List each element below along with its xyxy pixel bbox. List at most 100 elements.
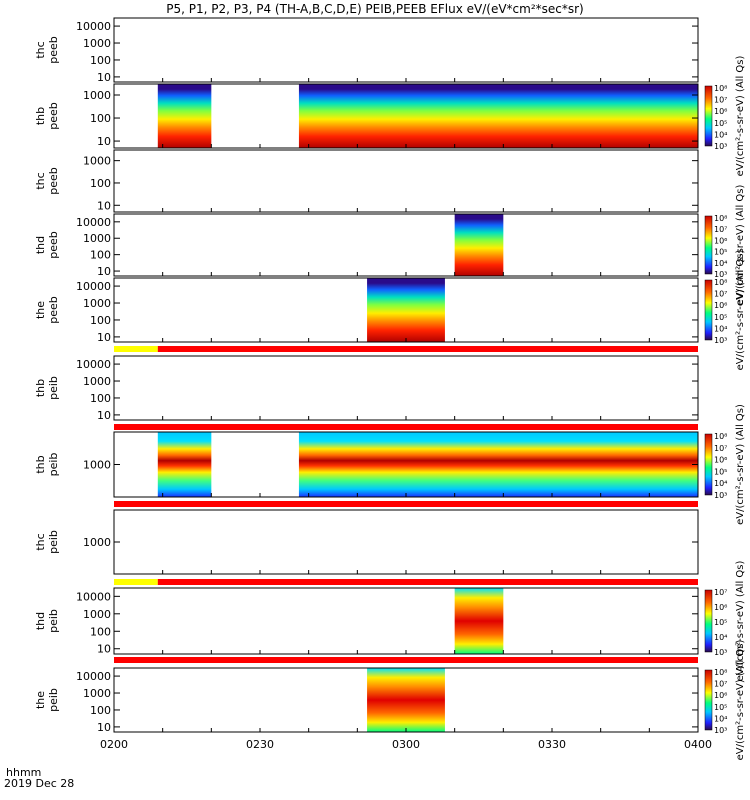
y-label-product: peib (47, 609, 60, 633)
panel-thb-peib: 1000 thb peib 10³ 10⁴ 10⁵ 10⁶ 10⁷ 10⁸ eV/(cm²-s-s… (34, 404, 746, 525)
y-label-probe: thc (34, 172, 47, 189)
spectrogram-data-block (454, 214, 504, 276)
colorbar-label: eV/(cm²-s-sr-eV) (All Qs) (735, 561, 746, 682)
y-label-product: peeb (47, 167, 60, 195)
spectrogram-data-block (157, 432, 212, 497)
chart-title: P5, P1, P2, P3, P4 (TH-A,B,C,D,E) PEIB,P… (166, 2, 584, 16)
y-tick-label: 10 (97, 331, 111, 344)
y-tick-label: 1000 (83, 536, 111, 549)
colorbar-tick-label: 10⁷ (714, 225, 727, 234)
y-label-probe: thb (34, 107, 47, 125)
x-tick-label: 0400 (684, 738, 712, 751)
y-tick-label: 10000 (76, 20, 111, 33)
spectrogram-data-block (454, 588, 504, 654)
panel-thb-peib: 10 100 1000 10000 thb peib (34, 355, 699, 422)
y-tick-label: 100 (90, 112, 111, 125)
y-tick-label: 10 (97, 643, 111, 656)
colorbar-tick-label: 10⁸ (714, 278, 727, 287)
panel-thd-peib: 10 100 1000 10000 thd peib 10³ 10⁴ 10⁵ 10⁶ 10⁷ eV/(… (34, 561, 746, 682)
colorbar (704, 433, 713, 496)
colorbar-tick-label: 10⁷ (714, 588, 727, 597)
colorbar-label: eV/(cm²-s-sr-eV) (All Qs) (735, 250, 746, 371)
colorbar-tick-label: 10³ (714, 270, 727, 279)
colorbar-tick-label: 10⁸ (714, 668, 727, 677)
colorbar-tick-label: 10⁶ (714, 603, 727, 612)
panel-frame (113, 17, 699, 83)
panel-the-peib: 10 100 1000 10000 the peib 10³ 10⁴ 10⁵ 10⁶ 10⁷ 10⁸ e… (34, 640, 746, 761)
colorbar-tick-label: 10⁸ (714, 84, 727, 93)
y-tick-label: 1000 (83, 37, 111, 50)
colorbar-tick-label: 10⁵ (714, 618, 727, 627)
y-tick-label: 10 (97, 135, 111, 148)
colorbar (704, 669, 713, 731)
colorbar-tick-label: 10⁴ (714, 714, 727, 723)
colorbar-tick-label: 10⁵ (714, 467, 727, 476)
panel-thc-peeb: 10 100 1000 10000 thc peeb (34, 17, 699, 84)
y-tick-label: 10 (97, 721, 111, 734)
colorbar-tick-label: 10³ (714, 726, 727, 735)
spectrogram-data-block (367, 278, 445, 342)
colorbar-tick-label: 10⁶ (714, 107, 727, 116)
y-label-product: peib (47, 530, 60, 554)
y-tick-label: 100 (90, 392, 111, 405)
colorbar-tick-label: 10⁴ (714, 479, 727, 488)
colorbar-tick-label: 10⁴ (714, 324, 727, 333)
x-axis-label-time: hhmm (6, 766, 42, 779)
y-tick-label: 1000 (83, 89, 111, 102)
colorbar (704, 589, 713, 653)
y-label-product: peeb (47, 36, 60, 64)
y-label-product: peeb (47, 296, 60, 324)
spectrogram-data-block (298, 432, 698, 497)
y-tick-label: 100 (90, 249, 111, 262)
colorbar-tick-label: 10³ (714, 142, 727, 151)
quality-flag-bar (114, 657, 698, 663)
y-tick-label: 100 (90, 54, 111, 67)
colorbar (704, 85, 713, 147)
y-tick-label: 10 (97, 265, 111, 278)
colorbar-tick-label: 10⁷ (714, 290, 727, 299)
y-tick-label: 10000 (76, 358, 111, 371)
y-tick-label: 1000 (83, 608, 111, 621)
colorbar-tick-label: 10⁶ (714, 456, 727, 465)
colorbar (704, 279, 713, 341)
y-tick-label: 10 (97, 199, 111, 212)
y-tick-label: 100 (90, 704, 111, 717)
panel-thc-peib: 1000 thc peib (34, 509, 699, 575)
quality-flag-bar (114, 579, 158, 585)
y-label-probe: thc (34, 533, 47, 550)
y-tick-label: 10000 (76, 670, 111, 683)
colorbar-tick-label: 10⁴ (714, 633, 727, 642)
y-tick-label: 100 (90, 314, 111, 327)
y-label-probe: thc (34, 41, 47, 58)
x-tick-label: 0230 (246, 738, 274, 751)
colorbar-tick-label: 10⁸ (714, 214, 727, 223)
y-tick-label: 10000 (76, 280, 111, 293)
colorbar-tick-label: 10⁵ (714, 248, 727, 257)
colorbar-tick-label: 10³ (714, 648, 727, 657)
y-tick-label: 10 (97, 409, 111, 422)
quality-flag-bar (157, 579, 699, 585)
colorbar-tick-label: 10⁸ (714, 432, 727, 441)
y-tick-label: 100 (90, 625, 111, 638)
colorbar (704, 215, 713, 275)
colorbar-tick-label: 10⁶ (714, 691, 727, 700)
quality-flag-bar (157, 346, 699, 352)
colorbar-tick-label: 10⁶ (714, 236, 727, 245)
y-label-probe: thb (34, 455, 47, 473)
colorbar-tick-label: 10⁶ (714, 301, 727, 310)
panel-frame (113, 213, 699, 277)
quality-flag-bar (114, 346, 158, 352)
y-tick-label: 10000 (76, 216, 111, 229)
quality-flag-bar (114, 424, 698, 430)
panel-frame (113, 355, 699, 421)
colorbar-label: eV/(cm²-s-sr-eV) (All Qs) (735, 56, 746, 177)
colorbar-tick-label: 10⁴ (714, 259, 727, 268)
colorbar-tick-label: 10⁵ (714, 313, 727, 322)
y-label-probe: the (34, 691, 47, 709)
y-label-product: peib (47, 688, 60, 712)
quality-flag-bar (114, 501, 698, 507)
colorbar-tick-label: 10⁷ (714, 96, 727, 105)
panel-thc-peeb: 10 100 1000 thc peeb (34, 149, 699, 213)
y-label-probe: thb (34, 379, 47, 397)
